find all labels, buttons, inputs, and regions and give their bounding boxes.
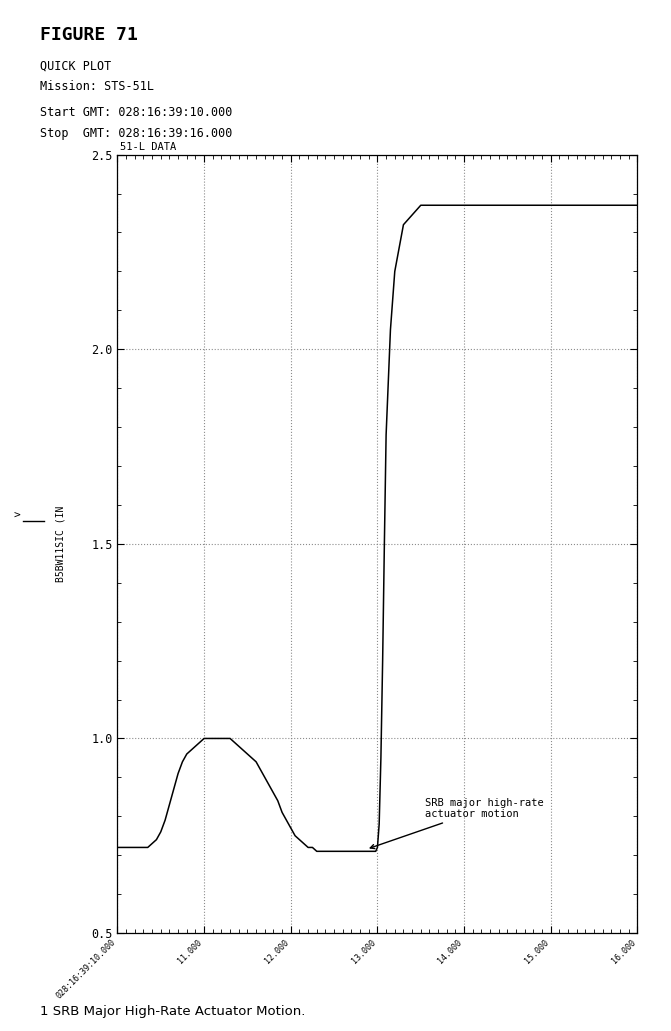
Text: Start GMT: 028:16:39:10.000: Start GMT: 028:16:39:10.000 [40, 106, 233, 120]
Text: FIGURE 71: FIGURE 71 [40, 26, 138, 43]
Text: Stop  GMT: 028:16:39:16.000: Stop GMT: 028:16:39:16.000 [40, 127, 233, 140]
Text: 51-L DATA: 51-L DATA [120, 142, 176, 153]
Text: 1 SRB Major High-Rate Actuator Motion.: 1 SRB Major High-Rate Actuator Motion. [40, 1004, 305, 1018]
Text: Mission: STS-51L: Mission: STS-51L [40, 80, 154, 94]
Text: >: > [13, 510, 20, 521]
Text: SRB major high-rate
actuator motion: SRB major high-rate actuator motion [370, 798, 544, 849]
Text: QUICK PLOT: QUICK PLOT [40, 60, 111, 73]
Text: B5BW11SIC (IN: B5BW11SIC (IN [55, 505, 65, 583]
